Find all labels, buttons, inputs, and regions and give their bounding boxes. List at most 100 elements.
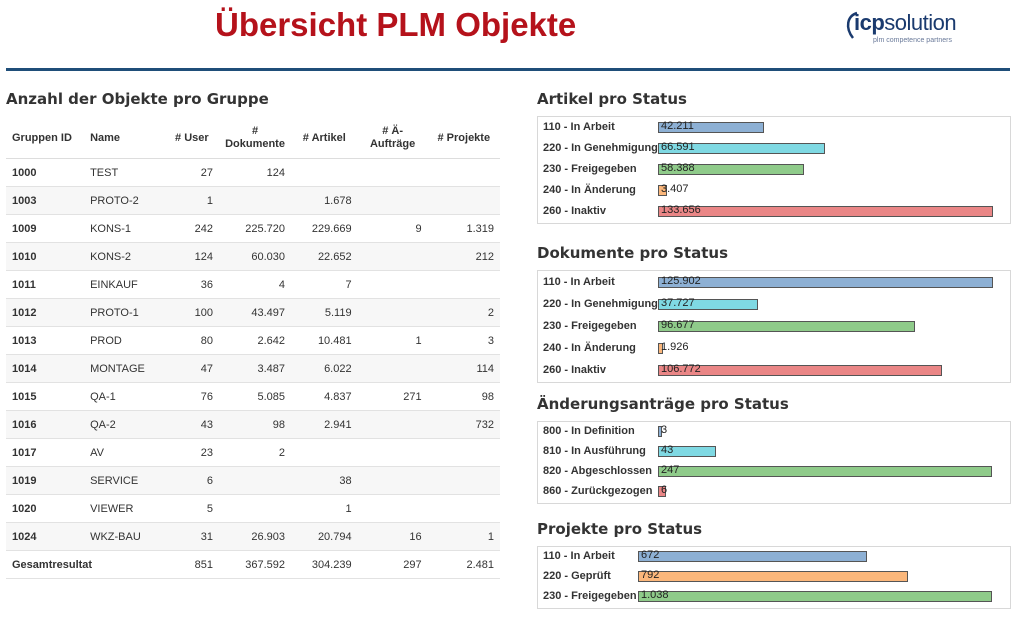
cell-change-orders — [357, 466, 428, 495]
cell-articles: 2.941 — [291, 410, 358, 439]
cell-change-orders: 9 — [357, 214, 428, 243]
chart-row: 220 - Geprüft 792 — [538, 567, 1010, 587]
category-label: 240 - In Änderung — [543, 342, 636, 354]
bar[interactable] — [658, 277, 993, 288]
chart-row: 240 - In Änderung 3.407 — [538, 181, 1010, 201]
bar[interactable] — [658, 365, 942, 376]
col-header-projects[interactable]: # Projekte — [427, 118, 500, 159]
col-header-documents-text: # Dokumente — [225, 125, 285, 150]
bar[interactable] — [658, 486, 666, 497]
cell-name: EINKAUF — [84, 270, 165, 299]
table-row[interactable]: 1020 VIEWER 5 1 — [6, 494, 500, 523]
chart-row: 230 - Freigegeben 96.677 — [538, 317, 1010, 337]
bar[interactable] — [658, 143, 825, 154]
cell-group-id: 1024 — [6, 522, 85, 551]
cell-documents: 98 — [219, 410, 292, 439]
header-divider — [6, 68, 1010, 71]
table-row[interactable]: 1016 QA-2 43 98 2.941 732 — [6, 410, 500, 439]
table-row[interactable]: 1013 PROD 80 2.642 10.481 1 3 — [6, 326, 500, 355]
chart-row: 110 - In Arbeit 42.211 — [538, 118, 1010, 138]
cell-user: 5 — [164, 494, 220, 523]
page-title: Übersicht PLM Objekte — [215, 6, 577, 43]
col-header-articles[interactable]: # Artikel — [291, 118, 358, 159]
col-header-change-orders[interactable]: # Ä-Aufträge — [357, 118, 428, 159]
bar[interactable] — [638, 571, 908, 582]
col-header-group-id[interactable]: Gruppen ID — [6, 118, 85, 159]
documents-status-chart: 110 - In Arbeit 125.902 220 - In Genehmigu… — [537, 270, 1011, 383]
bar[interactable] — [638, 591, 992, 602]
cell-articles: 4.837 — [291, 382, 358, 411]
bar[interactable] — [658, 466, 992, 477]
table-row[interactable]: 1009 KONS-1 242 225.720 229.669 9 1.319 — [6, 214, 500, 243]
category-label: 220 - In Genehmigung — [543, 142, 658, 154]
table-row[interactable]: 1024 WKZ-BAU 31 26.903 20.794 16 1 — [6, 522, 500, 551]
bar[interactable] — [658, 122, 764, 133]
cell-name: AV — [84, 438, 165, 467]
cell-documents: 2 — [219, 438, 292, 467]
cell-name: KONS-1 — [84, 214, 165, 243]
groups-table-header: Gruppen ID Name # User # Dokumente # Art… — [6, 118, 500, 159]
bar[interactable] — [658, 343, 663, 354]
table-row[interactable]: 1019 SERVICE 6 38 — [6, 466, 500, 495]
table-row[interactable]: 1015 QA-1 76 5.085 4.837 271 98 — [6, 382, 500, 411]
bar[interactable] — [658, 299, 758, 310]
cell-group-id: 1015 — [6, 382, 85, 411]
bar-value-label: 37.727 — [661, 297, 695, 309]
bar[interactable] — [658, 185, 667, 196]
cell-articles: 20.794 — [291, 522, 358, 551]
col-header-documents[interactable]: # Dokumente — [219, 118, 292, 159]
cell-change-orders — [357, 270, 428, 299]
category-label: 110 - In Arbeit — [543, 276, 615, 288]
cell-projects: 114 — [427, 354, 500, 383]
category-label: 230 - Freigegeben — [543, 163, 637, 175]
change-requests-chart-title: Änderungsanträge pro Status — [537, 395, 789, 413]
bar[interactable] — [658, 164, 804, 175]
bar-value-label: 6 — [661, 484, 668, 496]
cell-user: 47 — [164, 354, 220, 383]
table-row[interactable]: 1000 TEST 27 124 — [6, 158, 500, 187]
cell-name: QA-2 — [84, 410, 165, 439]
cell-documents: 26.903 — [219, 522, 292, 551]
total-label: Gesamtresultat — [6, 550, 165, 579]
cell-articles: 6.022 — [291, 354, 358, 383]
chart-row: 220 - In Genehmigung 37.727 — [538, 295, 1010, 315]
cell-articles: 5.119 — [291, 298, 358, 327]
cell-name: KONS-2 — [84, 242, 165, 271]
cell-projects: 1 — [427, 522, 500, 551]
cell-projects: 3 — [427, 326, 500, 355]
chart-row: 220 - In Genehmigung 66.591 — [538, 139, 1010, 159]
category-label: 260 - Inaktiv — [543, 205, 606, 217]
bar-value-label: 58.388 — [661, 162, 695, 174]
total-change-orders: 297 — [357, 550, 428, 579]
cell-projects — [427, 466, 500, 495]
bar[interactable] — [638, 551, 867, 562]
bar-value-label: 42.211 — [661, 120, 694, 132]
total-row: Gesamtresultat 851 367.592 304.239 297 2.481 — [6, 550, 500, 579]
cell-name: SERVICE — [84, 466, 165, 495]
bar-value-label: 96.677 — [661, 319, 695, 331]
table-row[interactable]: 1017 AV 23 2 — [6, 438, 500, 467]
projects-status-chart: 110 - In Arbeit 672 220 - Geprüft 792 230 - … — [537, 546, 1011, 609]
bar[interactable] — [658, 426, 662, 437]
bar[interactable] — [658, 206, 993, 217]
col-header-name[interactable]: Name — [84, 118, 165, 159]
total-documents: 367.592 — [219, 550, 292, 579]
cell-name: PROD — [84, 326, 165, 355]
table-row[interactable]: 1003 PROTO-2 1 1.678 — [6, 186, 500, 215]
cell-documents: 2.642 — [219, 326, 292, 355]
table-row[interactable]: 1012 PROTO-1 100 43.497 5.119 2 — [6, 298, 500, 327]
category-label: 810 - In Ausführung — [543, 445, 646, 457]
table-row[interactable]: 1010 KONS-2 124 60.030 22.652 212 — [6, 242, 500, 271]
cell-group-id: 1013 — [6, 326, 85, 355]
table-row[interactable]: 1014 MONTAGE 47 3.487 6.022 114 — [6, 354, 500, 383]
cell-name: MONTAGE — [84, 354, 165, 383]
category-label: 240 - In Änderung — [543, 184, 636, 196]
cell-group-id: 1020 — [6, 494, 85, 523]
table-row[interactable]: 1011 EINKAUF 36 4 7 — [6, 270, 500, 299]
bar[interactable] — [658, 321, 915, 332]
col-header-user[interactable]: # User — [164, 118, 220, 159]
bar[interactable] — [658, 446, 716, 457]
cell-change-orders — [357, 186, 428, 215]
bar-value-label: 672 — [641, 549, 660, 561]
bar-value-label: 66.591 — [661, 141, 695, 153]
